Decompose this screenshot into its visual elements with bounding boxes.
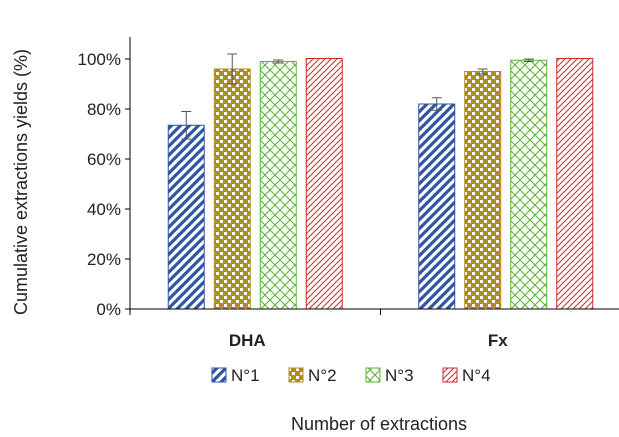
category-label: Fx (488, 331, 508, 350)
y-tick-label: 20% (87, 250, 121, 269)
legend-swatch-1 (211, 367, 227, 383)
bar-fx-4 (556, 58, 594, 310)
bar-fx-2 (464, 71, 502, 310)
bar-dha-3 (259, 61, 297, 310)
legend-swatch-3 (365, 367, 381, 383)
y-tick-label: 40% (87, 200, 121, 219)
x-axis-ticks: DHA Fx (129, 309, 508, 350)
legend: N°1 N°2 N°3 N°4 (211, 366, 491, 385)
legend-label-2: N°2 (308, 366, 337, 385)
category-label: DHA (229, 331, 266, 350)
y-tick-label: 100% (78, 50, 121, 69)
legend-swatch-2 (288, 367, 304, 383)
legend-label-4: N°4 (462, 366, 491, 385)
bar-fx-3 (510, 59, 548, 310)
y-axis-ticks: 0% 20% 40% 60% 80% 100% (78, 50, 130, 319)
legend-swatch-4 (442, 367, 458, 383)
y-tick-label: 80% (87, 100, 121, 119)
legend-label-3: N°3 (385, 366, 414, 385)
y-axis-label: Cumulative extractions yields (%) (11, 49, 31, 315)
bars-group (167, 53, 594, 310)
bar-fx-1 (418, 103, 456, 310)
legend-label-1: N°1 (231, 366, 260, 385)
y-tick-label: 60% (87, 150, 121, 169)
bar-dha-4 (305, 58, 343, 310)
y-tick-label: 0% (96, 300, 121, 319)
x-axis-label: Number of extractions (291, 414, 467, 434)
bar-dha-1 (167, 124, 205, 310)
bar-dha-2 (213, 68, 251, 310)
